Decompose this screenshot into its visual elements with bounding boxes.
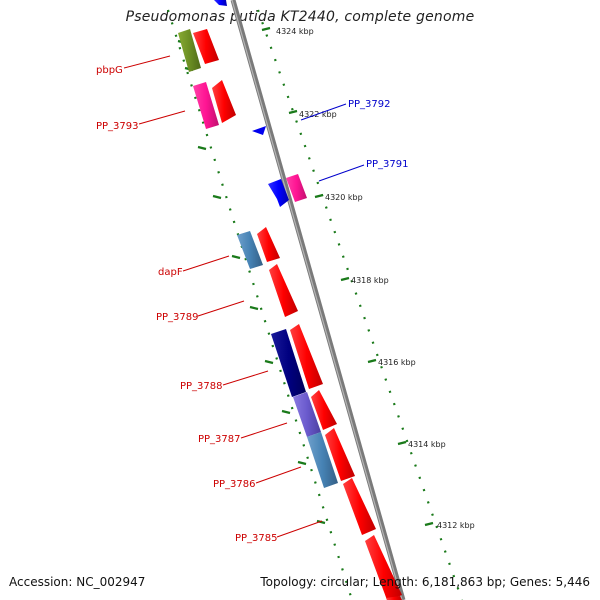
gene-label-dapF: dapF — [158, 267, 183, 278]
scale-label: 4318 kbp — [351, 276, 389, 285]
gene-feature-PP_3793 — [193, 82, 219, 129]
gene-feature-PP_3788-red — [290, 324, 323, 389]
outer-major-ticks — [261, 26, 434, 527]
gene-label-pbpG: pbpG — [96, 65, 123, 76]
gene-label-PP_3791: PP_3791 — [366, 159, 409, 170]
gene-feature-PP_3788 — [271, 329, 306, 397]
gene-features — [178, 0, 402, 600]
map-title: Pseudomonas putida KT2440, complete geno… — [125, 9, 475, 25]
gene-feature-top-fragment — [214, 0, 227, 6]
gene-label-PP_3787: PP_3787 — [198, 434, 241, 445]
gene-feature-bottom-pink — [386, 596, 402, 600]
gene-feature-dapF-red — [257, 227, 280, 262]
gene-feature-PP_3785 — [343, 478, 376, 535]
gene-label-group: pbpG PP_3793 PP_3792 PP_3791 dapF PP_378… — [96, 65, 409, 544]
label-leaders — [123, 55, 365, 538]
topology-text: Topology: circular; Length: 6,181,863 bp… — [260, 575, 590, 589]
gene-feature-PP_3787-red — [311, 390, 337, 430]
gene-label-PP_3793: PP_3793 — [96, 121, 139, 132]
outer-tick-ring — [256, 9, 464, 600]
gene-label-PP_3792: PP_3792 — [348, 99, 391, 110]
scale-label: 4314 kbp — [408, 440, 446, 449]
gene-feature-pbpG — [178, 29, 201, 72]
genome-backbone — [230, 0, 406, 600]
gene-label-PP_3786: PP_3786 — [213, 479, 256, 490]
scale-label: 4312 kbp — [437, 521, 475, 530]
gene-feature-PP_3787 — [293, 392, 321, 437]
gene-feature-PP_3793-red — [212, 80, 236, 123]
gene-feature-PP_3792 — [252, 126, 266, 135]
gene-feature-pbpG-red — [193, 29, 219, 64]
gene-feature-PP_3786-red — [325, 428, 355, 481]
gene-label-PP_3785: PP_3785 — [235, 533, 278, 544]
gene-feature-PP_3786 — [307, 432, 338, 488]
gene-feature-dapF — [237, 231, 263, 269]
gene-feature-PP_3789 — [269, 264, 298, 317]
gene-feature-bottom-red — [365, 535, 402, 600]
gene-feature-PP_3791-pink — [286, 174, 307, 202]
scale-label: 4320 kbp — [325, 193, 363, 202]
gene-label-PP_3789: PP_3789 — [156, 312, 199, 323]
scale-label: 4316 kbp — [378, 358, 416, 367]
gene-label-PP_3788: PP_3788 — [180, 381, 223, 392]
gene-feature-PP_3791 — [268, 179, 289, 207]
accession-text: Accession: NC_002947 — [9, 575, 146, 589]
scale-label: 4324 kbp — [276, 27, 314, 36]
